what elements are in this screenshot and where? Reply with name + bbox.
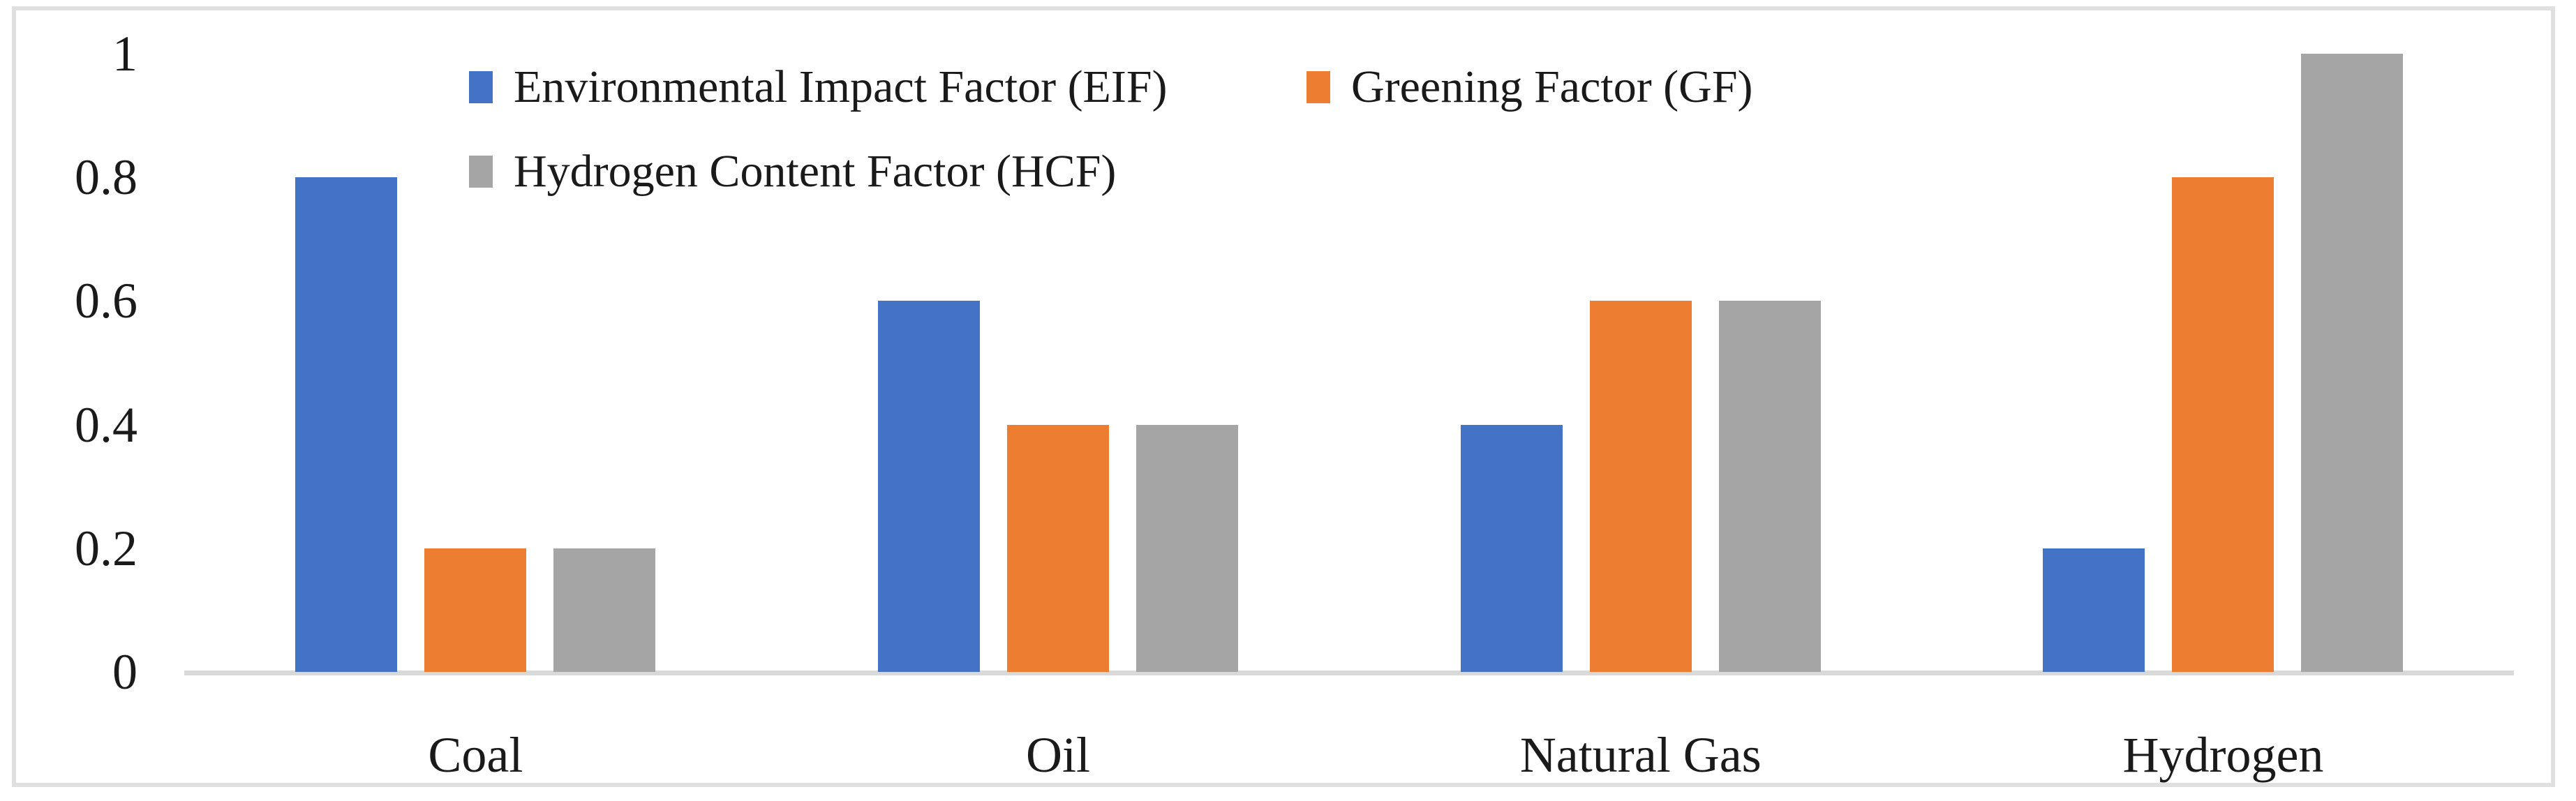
legend-item-gf: Greening Factor (GF)	[1306, 64, 1753, 110]
legend-swatch-eif	[469, 71, 493, 103]
category-label-coal: Coal	[428, 727, 523, 783]
bar-natural-gas-series-0	[1460, 424, 1563, 672]
x-axis-line	[184, 671, 2514, 675]
legend-label-gf: Greening Factor (GF)	[1351, 61, 1753, 112]
legend-swatch-gf	[1306, 71, 1330, 103]
figure-frame	[12, 6, 2555, 787]
legend-item-hcf: Hydrogen Content Factor (HCF)	[469, 149, 1116, 195]
bar-oil-series-2	[1136, 424, 1239, 672]
bar-natural-gas-series-1	[1589, 301, 1692, 672]
category-label-natural-gas: Natural Gas	[1519, 727, 1762, 783]
legend-swatch-hcf	[469, 156, 493, 188]
y-tick-label: 0.6	[75, 273, 137, 329]
category-label-hydrogen: Hydrogen	[2122, 727, 2324, 783]
bar-hydrogen-series-0	[2043, 548, 2145, 672]
legend-label-eif: Environmental Impact Factor (EIF)	[514, 61, 1168, 112]
bar-coal-series-1	[424, 548, 527, 672]
category-label-oil: Oil	[1026, 727, 1091, 783]
y-tick-label: 1	[112, 26, 137, 82]
bar-oil-series-0	[878, 301, 981, 672]
legend-label-hcf: Hydrogen Content Factor (HCF)	[514, 146, 1117, 197]
y-tick-label: 0.4	[75, 396, 137, 453]
bar-coal-series-0	[295, 177, 398, 672]
bar-hydrogen-series-2	[2301, 54, 2404, 672]
bar-coal-series-2	[553, 548, 656, 672]
y-tick-label: 0	[112, 644, 137, 700]
bar-hydrogen-series-1	[2172, 177, 2275, 672]
legend-item-eif: Environmental Impact Factor (EIF)	[469, 64, 1168, 110]
y-tick-label: 0.8	[75, 149, 137, 206]
bar-natural-gas-series-2	[1718, 301, 1821, 672]
bar-oil-series-1	[1007, 424, 1110, 672]
y-tick-label: 0.2	[75, 520, 137, 576]
